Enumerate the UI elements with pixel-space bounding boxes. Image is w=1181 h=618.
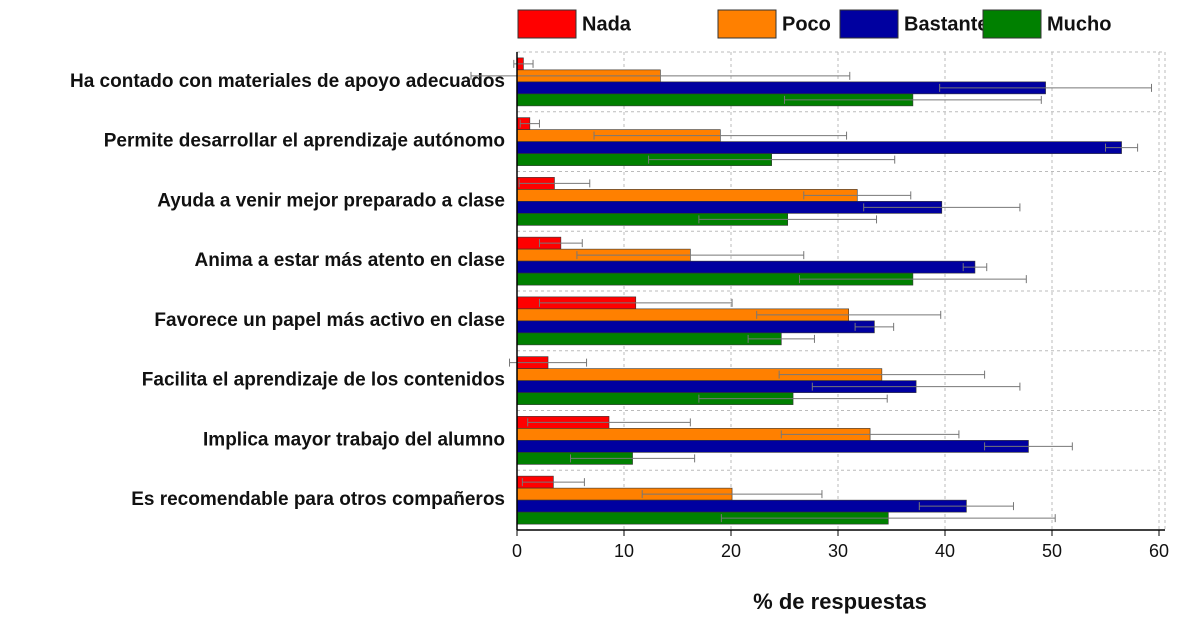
error-bar — [756, 310, 942, 319]
x-tick-label: 50 — [1042, 541, 1062, 561]
error-bar — [778, 370, 986, 379]
error-bar — [720, 514, 1056, 523]
x-axis-label: % de respuestas — [753, 589, 927, 614]
bar — [516, 260, 976, 274]
error-bar — [538, 298, 733, 307]
error-bar — [811, 382, 1021, 391]
legend-label: Bastante — [904, 13, 988, 35]
legend-label: Poco — [782, 13, 831, 35]
error-bar — [863, 203, 1021, 212]
legend-swatch — [717, 9, 777, 39]
error-bar — [780, 430, 960, 439]
x-tick-label: 0 — [512, 541, 522, 561]
bar — [516, 440, 1029, 453]
error-bar — [470, 71, 851, 80]
error-bar — [576, 251, 805, 260]
error-bar — [803, 191, 912, 200]
category-label: Favorece un papel más activo en clase — [154, 310, 505, 331]
error-bar — [518, 179, 591, 188]
error-bar — [593, 131, 848, 140]
x-tick-label: 40 — [935, 541, 955, 561]
category-label: Permite desarrollar el aprendizaje autón… — [104, 131, 505, 152]
category-label: Ha contado con materiales de apoyo adecu… — [70, 71, 505, 92]
error-bar — [521, 478, 585, 487]
legend-swatch — [982, 9, 1042, 39]
error-bar — [519, 119, 540, 128]
x-tick-label: 20 — [721, 541, 741, 561]
x-tick-label: 30 — [828, 541, 848, 561]
error-bar — [509, 358, 588, 367]
error-bar — [527, 418, 691, 427]
bar — [516, 332, 782, 346]
legend-swatch — [839, 9, 899, 39]
category-label: Es recomendable para otros compañeros — [131, 489, 505, 510]
error-bar — [698, 215, 878, 224]
category-label: Implica mayor trabajo del alumno — [203, 429, 505, 450]
error-bar — [538, 239, 583, 248]
error-bar — [939, 83, 1153, 92]
category-label: Ayuda a venir mejor preparado a clase — [157, 190, 505, 211]
error-bar — [784, 95, 1042, 104]
x-tick-label: 60 — [1149, 541, 1169, 561]
legend-label: Nada — [582, 13, 632, 35]
error-bar — [570, 454, 696, 463]
error-bar — [641, 490, 823, 499]
error-bar — [648, 155, 896, 164]
error-bar — [918, 502, 1014, 511]
category-label: Facilita el aprendizaje de los contenido… — [142, 370, 505, 391]
error-bar — [854, 322, 895, 331]
error-bar — [698, 394, 888, 403]
error-bar — [984, 442, 1073, 451]
error-bar — [798, 275, 1027, 284]
bar — [516, 141, 1122, 154]
legend-swatch — [517, 9, 577, 39]
category-label: Anima a estar más atento en clase — [195, 250, 505, 271]
bar — [516, 499, 967, 513]
legend-label: Mucho — [1047, 13, 1111, 35]
bar — [516, 320, 875, 334]
x-tick-label: 10 — [614, 541, 634, 561]
error-bar — [747, 334, 815, 343]
error-bar — [1105, 143, 1139, 152]
error-bar — [962, 263, 988, 272]
